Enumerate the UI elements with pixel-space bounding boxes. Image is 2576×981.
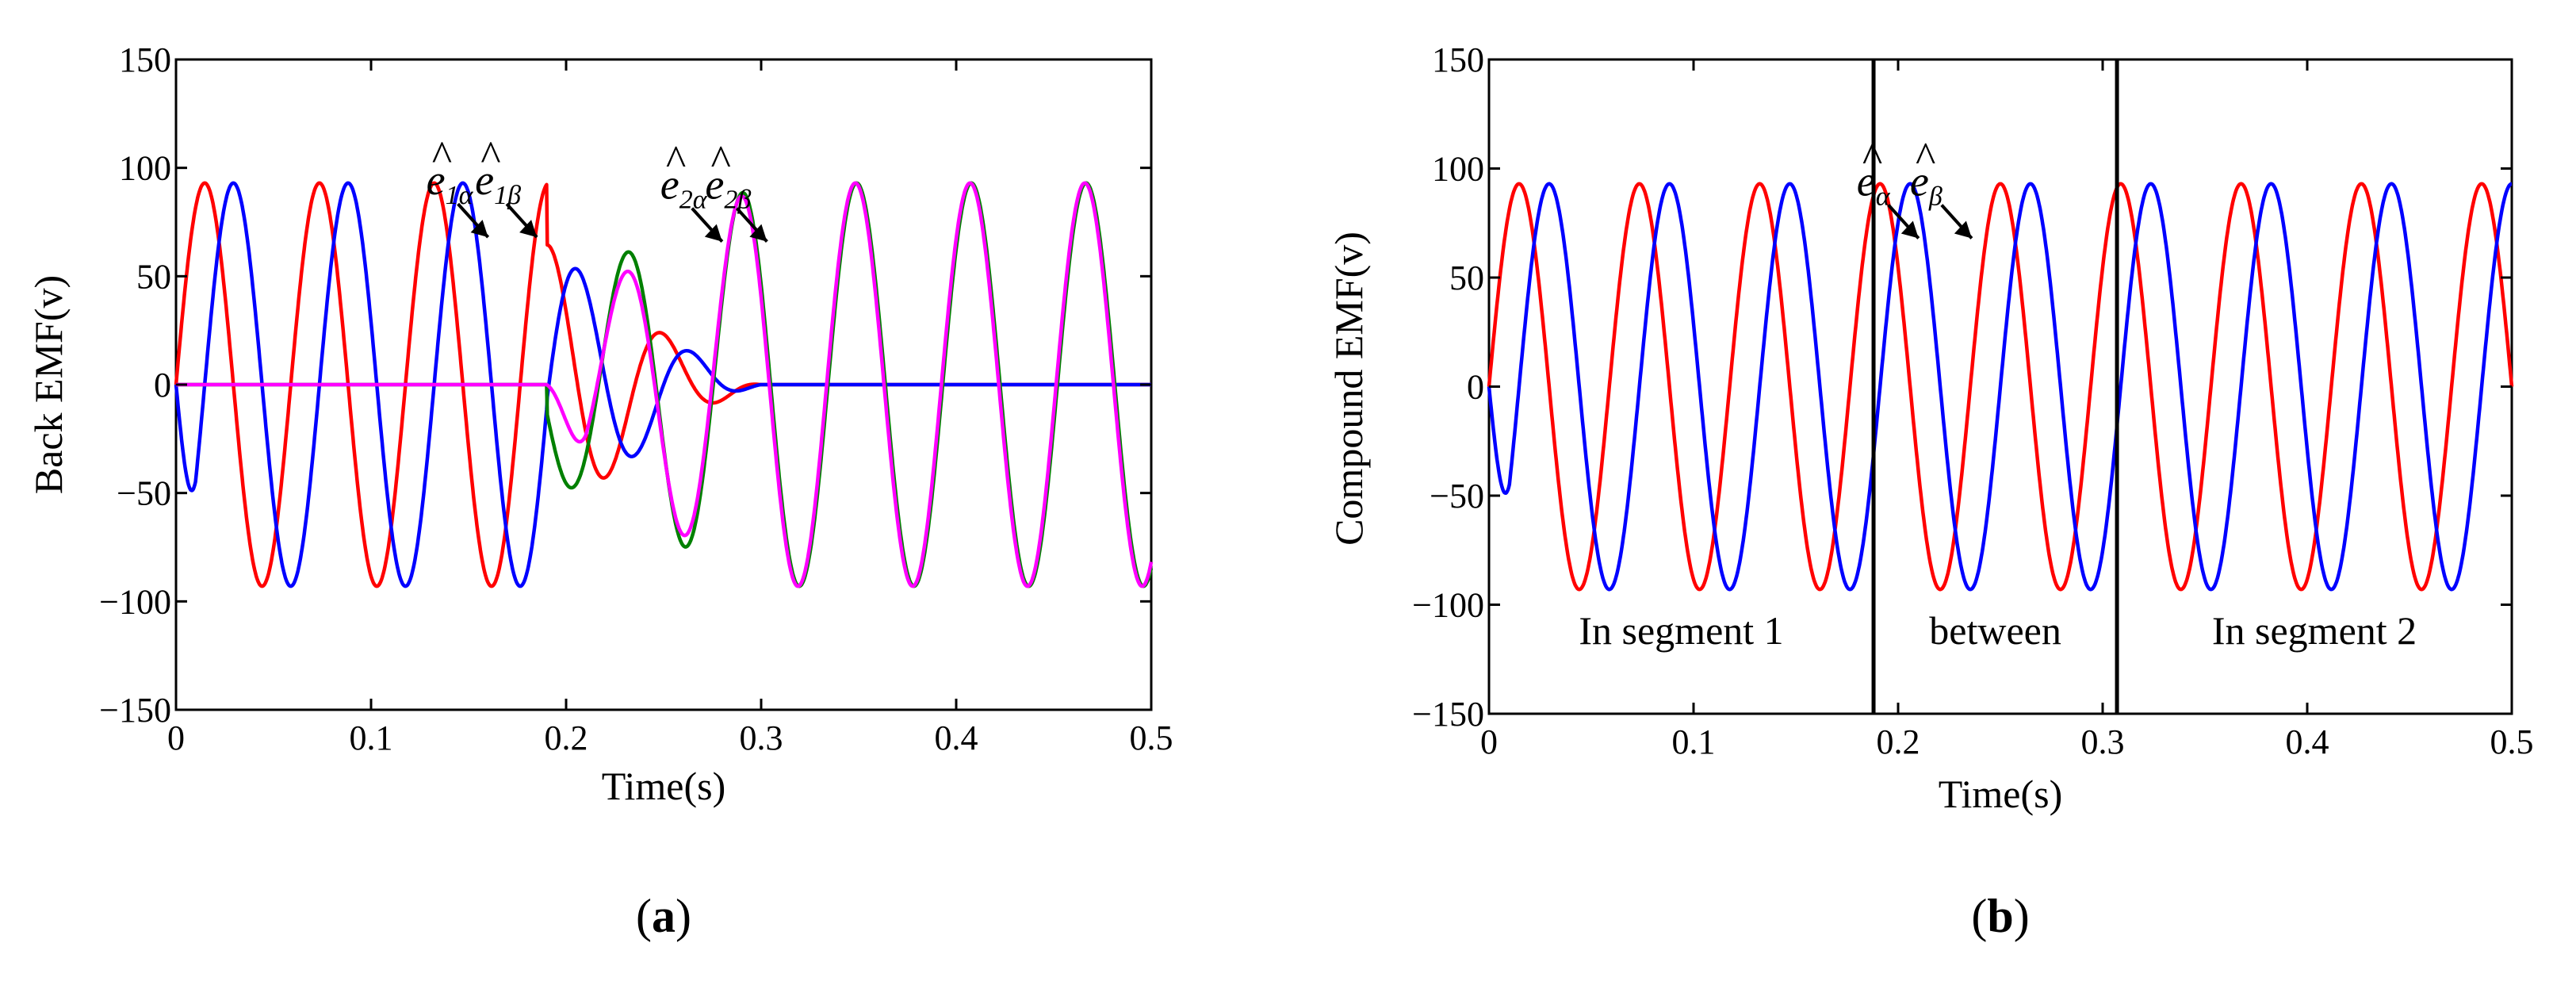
annotation-arrowhead bbox=[470, 220, 488, 238]
annotation-label-1α: e1α bbox=[427, 156, 474, 210]
panel-a-series-group bbox=[174, 181, 1154, 588]
y-tick-label: 150 bbox=[1432, 40, 1484, 79]
panel-a-label: (a) bbox=[636, 890, 691, 942]
panel-b-series-group bbox=[1487, 182, 2514, 592]
y-tick-label: 0 bbox=[1467, 368, 1484, 407]
y-tick-label: 0 bbox=[154, 366, 171, 404]
annotation-hat: ^ bbox=[480, 132, 500, 180]
panel-b-x-axis-label: Time(s) bbox=[1939, 772, 2063, 816]
series-line-e1beta bbox=[174, 181, 1153, 588]
panel-b-label: (b) bbox=[1971, 890, 2029, 942]
annotation-hat: ^ bbox=[1915, 134, 1935, 182]
y-tick-label: −150 bbox=[1412, 695, 1484, 734]
annotation-arrowhead bbox=[1900, 220, 1919, 239]
y-tick-label: −100 bbox=[1412, 586, 1484, 625]
x-tick-label: 0.1 bbox=[350, 719, 393, 757]
annotation-label-2α: e2α bbox=[660, 161, 708, 215]
x-tick-label: 0 bbox=[1480, 722, 1498, 761]
x-tick-label: 0.1 bbox=[1672, 722, 1716, 761]
y-tick-label: −50 bbox=[117, 474, 171, 513]
annotation-label-β: eβ bbox=[1910, 158, 1943, 212]
annotation-hat: ^ bbox=[710, 137, 730, 185]
x-tick-label: 0 bbox=[167, 719, 185, 757]
segment-label: In segment 1 bbox=[1579, 608, 1783, 653]
panel-a-x-axis-label: Time(s) bbox=[602, 764, 726, 808]
y-tick-label: 50 bbox=[1449, 259, 1484, 297]
series-line-e2beta bbox=[174, 181, 1154, 588]
annotation-hat: ^ bbox=[665, 137, 686, 185]
panel-b-segment-labels: In segment 1 between In segment 2 bbox=[1579, 608, 2417, 653]
y-tick-label: −150 bbox=[99, 691, 171, 730]
annotation-arrowhead bbox=[519, 220, 538, 238]
segment-label: In segment 2 bbox=[2212, 608, 2417, 653]
annotation-label-2β: e2β bbox=[705, 161, 751, 215]
y-tick-label: −50 bbox=[1430, 477, 1484, 515]
y-tick-label: 100 bbox=[119, 149, 171, 188]
y-tick-label: 100 bbox=[1432, 150, 1484, 189]
annotation-arrowhead bbox=[704, 224, 722, 242]
series-line-ebeta bbox=[1487, 182, 2513, 592]
panel-a-annotations: e1α^ e1β^e2α^ e2β^ bbox=[427, 132, 768, 243]
panel-b-segment-dividers bbox=[1871, 59, 2119, 714]
panel-a-y-axis-label: Back EMF(v) bbox=[26, 275, 71, 494]
annotation-hat: ^ bbox=[431, 132, 452, 180]
y-tick-label: 150 bbox=[119, 40, 171, 79]
x-tick-label: 0.3 bbox=[2081, 722, 2125, 761]
y-tick-label: 50 bbox=[136, 257, 171, 296]
series-line-ealpha bbox=[1487, 182, 2514, 592]
annotation-arrowhead bbox=[1954, 220, 1972, 239]
segment-label: between bbox=[1929, 608, 2061, 653]
y-tick-label: −100 bbox=[99, 582, 171, 621]
x-tick-label: 0.5 bbox=[1130, 719, 1173, 757]
x-tick-label: 0.2 bbox=[1877, 722, 1920, 761]
annotation-label-1β: e1β bbox=[475, 156, 521, 210]
annotation-hat: ^ bbox=[1862, 134, 1882, 182]
panel-b-y-axis-label: Compound EMF(v) bbox=[1326, 232, 1371, 546]
x-tick-label: 0.4 bbox=[935, 719, 978, 757]
panel-b-annotations: eα^ eβ^ bbox=[1857, 134, 1973, 240]
x-tick-label: 0.2 bbox=[545, 719, 588, 757]
annotation-arrowhead bbox=[749, 224, 767, 242]
annotation-label-α: eα bbox=[1857, 158, 1891, 212]
panel-b-letter: b bbox=[1987, 890, 2013, 942]
x-tick-label: 0.5 bbox=[2490, 722, 2534, 761]
x-tick-label: 0.4 bbox=[2286, 722, 2329, 761]
x-tick-label: 0.3 bbox=[740, 719, 783, 757]
panel-a-letter: a bbox=[652, 890, 676, 942]
